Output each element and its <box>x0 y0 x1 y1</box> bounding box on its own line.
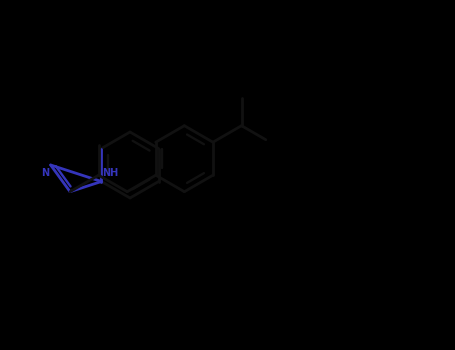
Text: N: N <box>41 168 50 178</box>
Text: NH: NH <box>102 168 119 178</box>
